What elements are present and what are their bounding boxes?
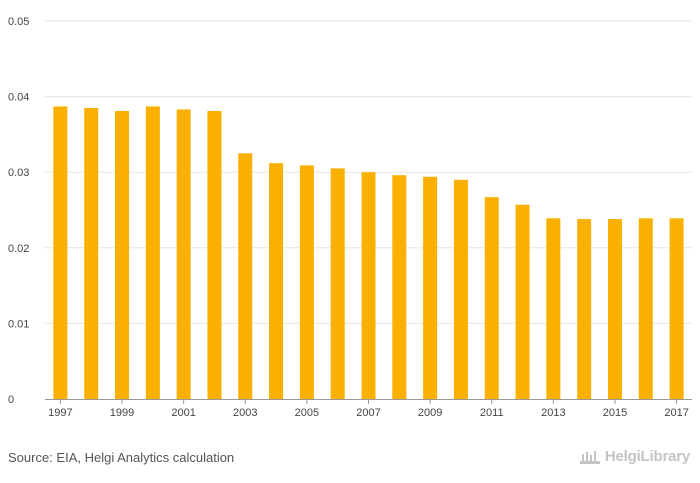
x-tick-label: 1997 [48, 407, 72, 419]
x-axis-ticks: 1997 1999 2001 2003 2005 2007 2009 2011 2013 2015… [48, 399, 689, 419]
bar-2013 [546, 218, 561, 399]
x-tick-label: 2013 [541, 407, 565, 419]
y-axis-tick-labels: 0 0.01 0.02 0.03 0.04 0.05 [8, 16, 29, 406]
y-tick-label: 0.04 [8, 92, 29, 104]
bar-1999 [115, 110, 130, 400]
bar-2011 [484, 197, 499, 399]
bar-2008 [392, 175, 407, 399]
y-tick-label: 0.03 [8, 167, 29, 179]
x-tick-label: 2003 [233, 407, 257, 419]
bar-2009 [423, 176, 438, 399]
bar-2001 [176, 109, 191, 400]
bar-2015 [607, 219, 622, 399]
bar-2017 [669, 218, 684, 399]
bar-2007 [361, 172, 376, 399]
x-tick-label: 1999 [110, 407, 134, 419]
bar-2016 [638, 218, 653, 399]
helgi-building-icon [579, 450, 600, 464]
bars [53, 106, 684, 400]
bar-2014 [577, 219, 592, 399]
y-tick-label: 0 [8, 394, 14, 406]
bar-2000 [145, 106, 160, 399]
bar-2004 [269, 163, 284, 399]
y-tick-label: 0.05 [8, 16, 29, 28]
y-tick-label: 0.01 [8, 318, 29, 330]
bar-1998 [84, 107, 99, 399]
bar-2006 [330, 168, 345, 399]
source-note: Source: EIA, Helgi Analytics calculation [8, 450, 235, 465]
x-tick-label: 2005 [295, 407, 319, 419]
x-tick-label: 2011 [480, 407, 504, 419]
bar-2012 [515, 204, 530, 399]
bar-2005 [299, 165, 314, 399]
bar-2003 [238, 153, 253, 399]
x-tick-label: 2017 [664, 407, 688, 419]
x-tick-label: 2009 [418, 407, 442, 419]
bar-2010 [453, 179, 468, 399]
y-tick-label: 0.02 [8, 243, 29, 255]
bar-2002 [207, 110, 222, 400]
bar-1997 [53, 106, 68, 399]
x-tick-label: 2001 [171, 407, 195, 419]
helgi-library-logo: HelgiLibrary [579, 448, 690, 465]
logo-text: HelgiLibrary [604, 448, 690, 465]
x-tick-label: 2015 [603, 407, 627, 419]
x-tick-label: 2007 [356, 407, 380, 419]
